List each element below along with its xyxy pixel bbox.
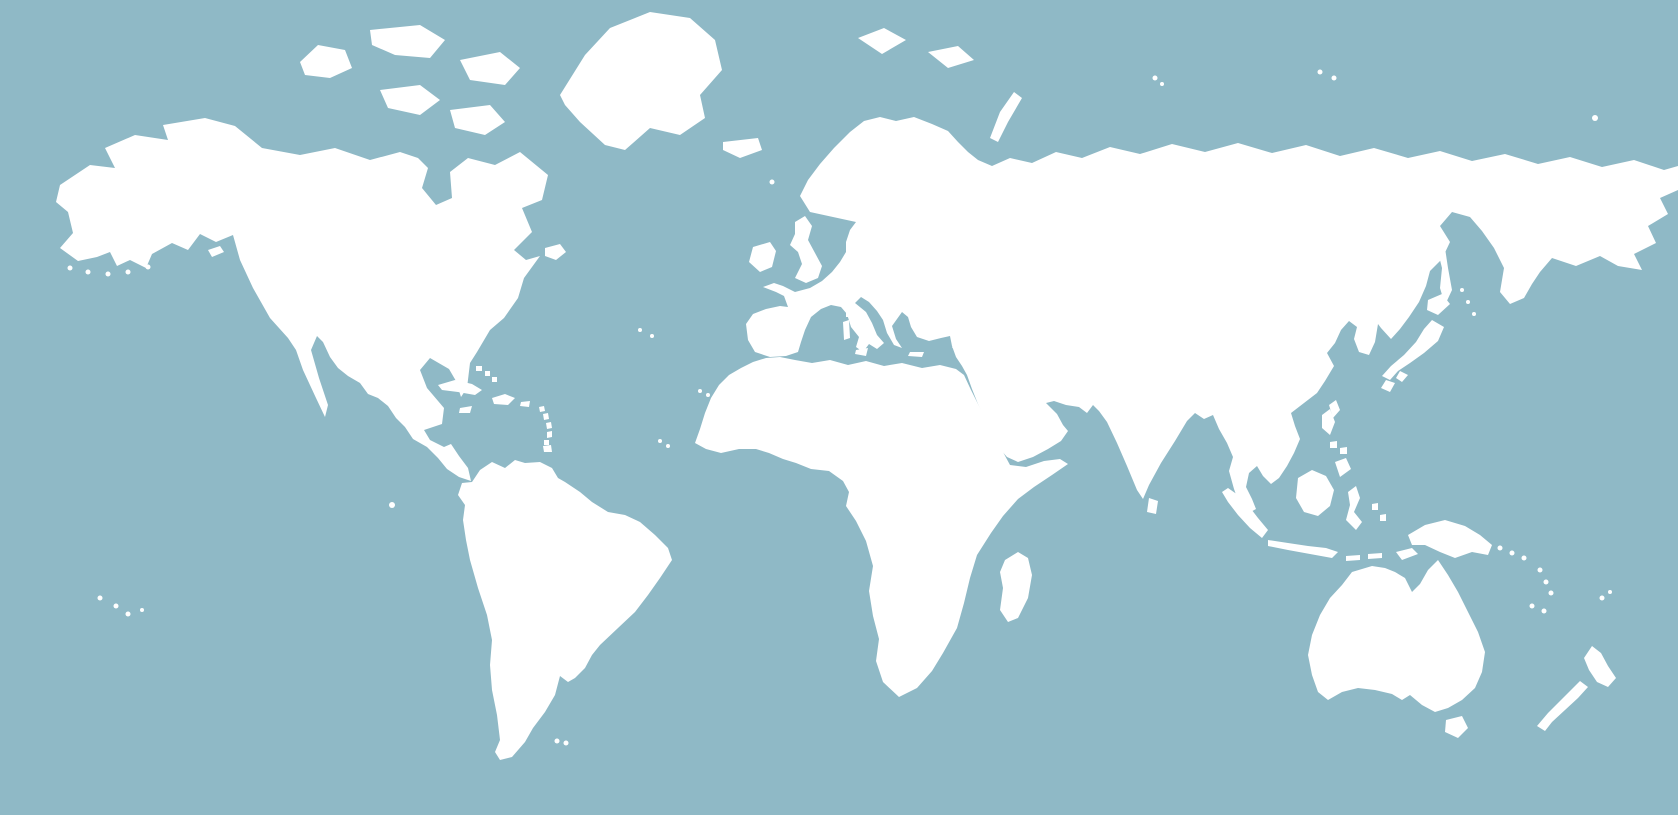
small-ocean-islands	[67, 69, 1612, 746]
